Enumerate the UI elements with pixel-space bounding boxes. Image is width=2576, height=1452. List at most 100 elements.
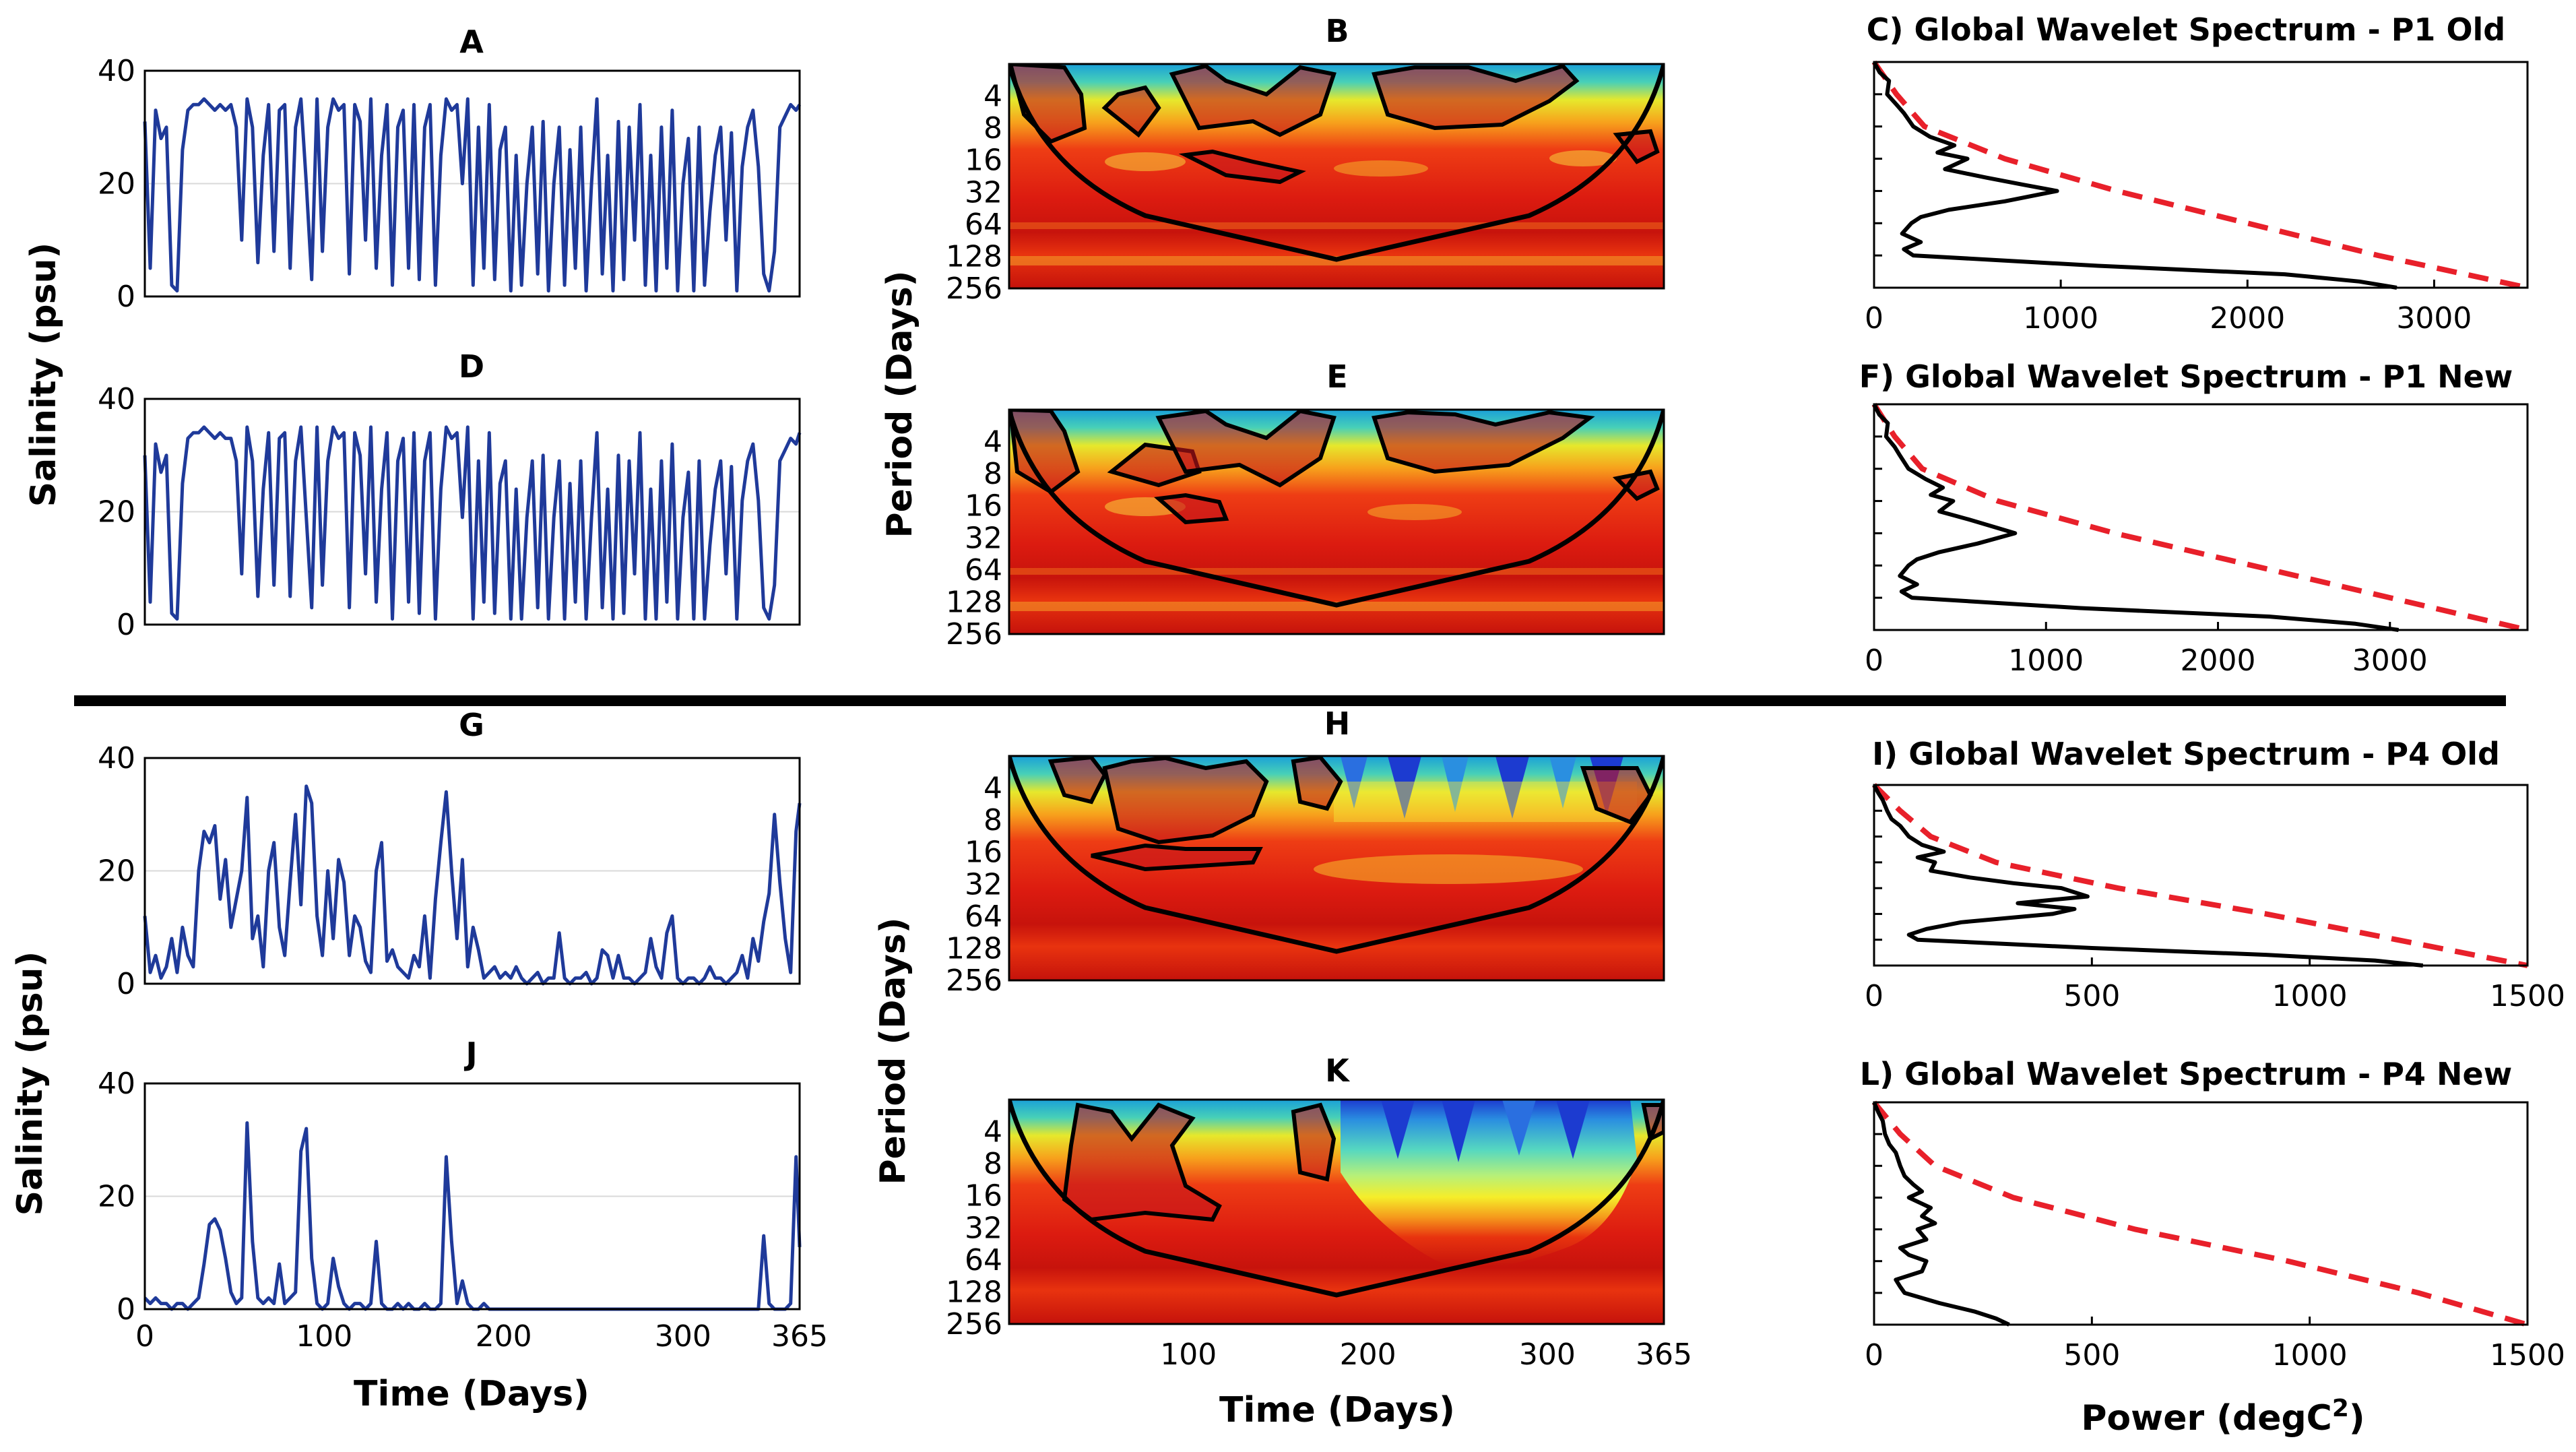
- panel-K-low-power-region: [1341, 1100, 1637, 1268]
- panel-F-xtick: 3000: [2352, 643, 2428, 678]
- panel-B-contour-3: [1169, 64, 1337, 137]
- panel-B-cone-of-influence: [1009, 64, 1664, 262]
- panel-K-blue-spots: [1381, 1100, 1590, 1162]
- panel-H-ytick: 16: [965, 835, 1002, 870]
- panel-B-ytick: 256: [946, 272, 1002, 306]
- panel-C: C) Global Wavelet Spectrum - P1 Old 0 100…: [1865, 11, 2529, 336]
- panel-J-title: J: [463, 1036, 477, 1072]
- panel-I-xtick: 1000: [2272, 979, 2348, 1013]
- panel-E-contour-5: [1372, 410, 1595, 474]
- salinity-ylabel-top: Salinity (psu): [24, 243, 64, 507]
- panel-H-ytick: 4: [984, 771, 1002, 806]
- panel-A-frame: [143, 69, 801, 298]
- panel-H-ytick: 64: [965, 899, 1002, 934]
- panel-B-contour-1: [1009, 64, 1087, 144]
- panel-J-line: [143, 1121, 802, 1311]
- panel-G-ytick: 40: [98, 741, 135, 776]
- panel-D: D 0 20 40: [98, 348, 802, 642]
- panel-B-ytick: 8: [984, 111, 1002, 146]
- power-xlabel-sup: 2: [2332, 1395, 2349, 1422]
- salinity-ylabel-bottom: Salinity (psu): [10, 951, 51, 1216]
- panel-A-ytick: 0: [117, 280, 135, 314]
- panel-F-spectrum-line: [1872, 403, 2400, 632]
- panel-K-ytick: 256: [946, 1307, 1002, 1341]
- panel-C-xtick: 1000: [2023, 301, 2098, 336]
- panel-H-ytick: 256: [946, 964, 1002, 998]
- panel-I-frame: [1873, 784, 2529, 967]
- panel-I-xtick: 1500: [2490, 979, 2565, 1013]
- panel-C-xtick: 2000: [2210, 301, 2285, 336]
- panel-H-cone-of-influence: [1009, 756, 1664, 954]
- panel-K-ytick: 128: [946, 1275, 1002, 1309]
- panel-D-ytick: 40: [98, 382, 135, 416]
- panel-E-cone-of-influence: [1009, 410, 1664, 608]
- panel-K-xtick: 100: [1160, 1337, 1217, 1372]
- period-ylabel-bottom: Period (Days): [873, 918, 913, 1185]
- panel-L-significance-line: [1871, 1100, 2529, 1327]
- panel-B-ytick: 64: [965, 208, 1002, 242]
- panel-E-contour-4: [1153, 493, 1229, 525]
- panel-J-ytick: 0: [117, 1292, 135, 1327]
- panel-J-ytick: 40: [98, 1067, 135, 1101]
- panel-J-xtick: 0: [135, 1319, 154, 1354]
- panel-G-title: G: [459, 707, 484, 743]
- power-xlabel-main: Power (degC: [2081, 1398, 2332, 1439]
- panel-E-title: E: [1326, 358, 1347, 395]
- panel-B-contour-5: [1372, 64, 1580, 131]
- panel-E-bands: [1009, 497, 1664, 611]
- panel-E-ytick: 8: [984, 457, 1002, 491]
- panel-A-line: [143, 97, 802, 293]
- power-xlabel: Power (degC2): [2081, 1395, 2364, 1439]
- panel-L-xtick: 1000: [2272, 1338, 2348, 1372]
- panel-E-ytick: 4: [984, 425, 1002, 460]
- panel-E-power-field: [1009, 410, 1664, 634]
- panel-L-title: L) Global Wavelet Spectrum - P4 New: [1860, 1056, 2512, 1092]
- panel-B-ytick: 128: [946, 239, 1002, 274]
- panel-H-ytick: 8: [984, 803, 1002, 838]
- panel-C-significance-line: [1871, 60, 2528, 290]
- panel-B-ytick: 32: [965, 175, 1002, 210]
- panel-G-ytick: 20: [98, 854, 135, 889]
- panel-I-xtick: 0: [1865, 979, 1883, 1013]
- panel-D-ytick: 0: [117, 608, 135, 642]
- panel-A-ytick: 20: [98, 167, 135, 201]
- period-ylabel-top: Period (Days): [880, 271, 920, 538]
- panel-H-ytick: 32: [965, 867, 1002, 902]
- panel-B-ytick: 16: [965, 144, 1002, 178]
- panel-K-frame: [1008, 1098, 1665, 1325]
- panel-K-ytick: 8: [984, 1147, 1002, 1181]
- panel-K-ytick: 16: [965, 1179, 1002, 1213]
- panel-L-xtick: 1500: [2490, 1338, 2565, 1372]
- panel-L-xtick: 0: [1865, 1338, 1883, 1372]
- panel-F-xtick: 0: [1865, 643, 1883, 678]
- panel-K-ytick: 64: [965, 1243, 1002, 1277]
- panel-I: I) Global Wavelet Spectrum - P4 Old 0 500…: [1865, 736, 2565, 1013]
- panel-I-spectrum-line: [1872, 784, 2424, 968]
- panel-E-frame: [1008, 408, 1665, 635]
- panel-F-significance-line: [1871, 402, 2528, 633]
- panel-E-ytick: 128: [946, 585, 1002, 619]
- panel-J-xtick: 100: [296, 1319, 352, 1354]
- panel-H-contour-4: [1291, 756, 1343, 811]
- panel-H-contour-3: [1091, 843, 1263, 872]
- panel-C-title: C) Global Wavelet Spectrum - P1 Old: [1867, 11, 2506, 48]
- panel-J-xtick: 365: [771, 1319, 828, 1354]
- panel-B-power-field: [1009, 64, 1664, 288]
- panel-E-ytick: 64: [965, 553, 1002, 588]
- panel-J-xtick: 300: [655, 1319, 711, 1354]
- panel-D-line: [143, 425, 802, 621]
- panel-B-ytick: 4: [984, 80, 1002, 114]
- panel-G: G 0 20 40: [98, 707, 802, 1001]
- panel-I-xtick: 500: [2063, 979, 2120, 1013]
- panel-K-ytick: 4: [984, 1115, 1002, 1149]
- panel-E-ytick: 256: [946, 617, 1002, 652]
- panel-E-contour-3: [1155, 410, 1337, 488]
- panel-K-ytick: 32: [965, 1211, 1002, 1245]
- panel-J: J 0 20 40 0 100 200 300 365: [98, 1036, 828, 1354]
- time-xlabel-middle: Time (Days): [1219, 1390, 1455, 1430]
